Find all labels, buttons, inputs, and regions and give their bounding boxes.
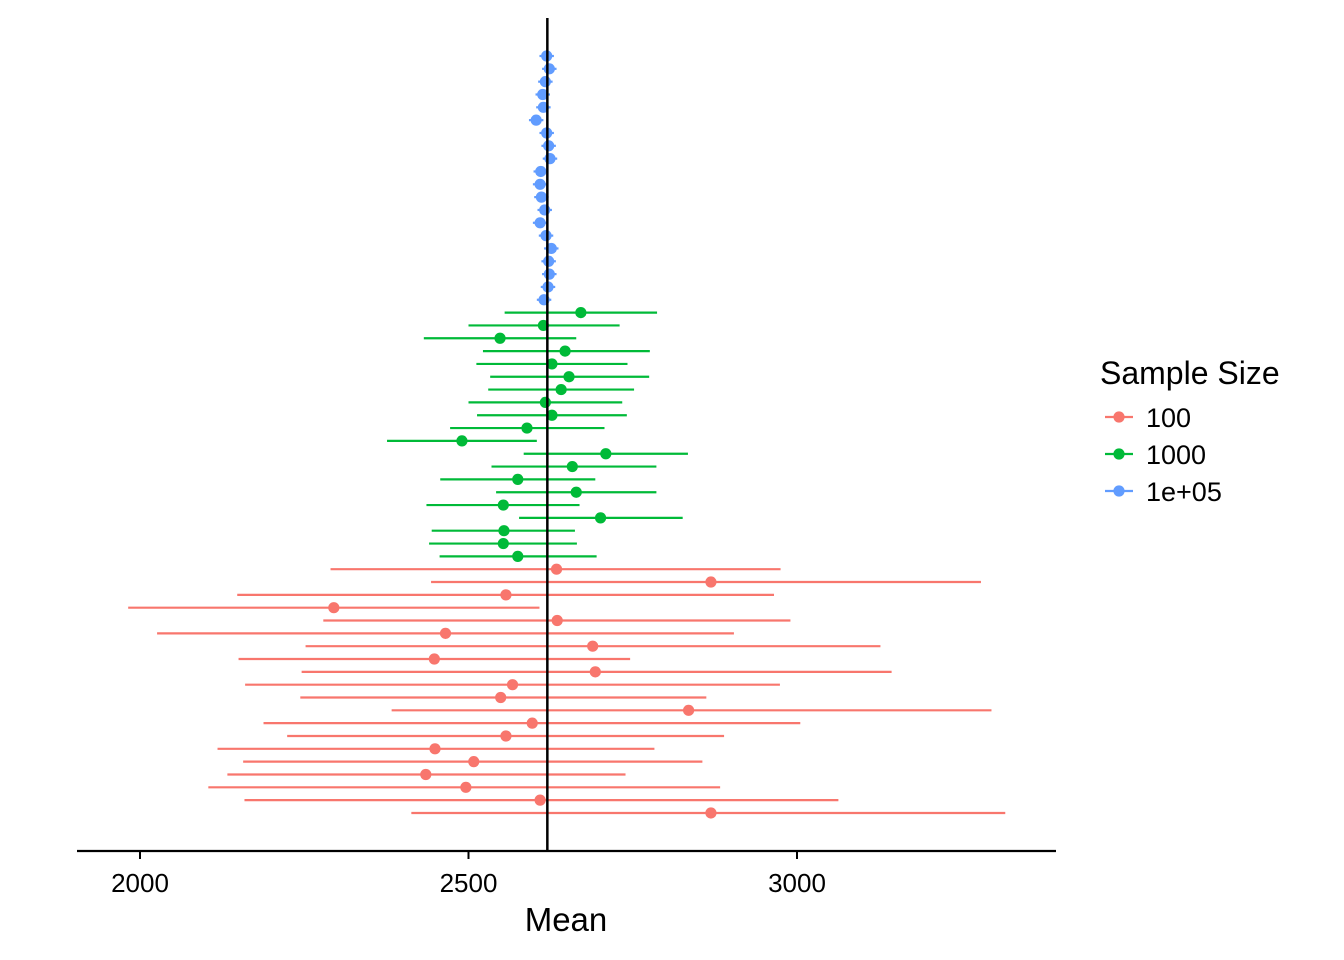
mean-point	[456, 435, 468, 447]
mean-point	[521, 422, 533, 434]
mean-point	[494, 332, 506, 344]
mean-point	[589, 666, 601, 678]
mean-point	[460, 781, 472, 793]
mean-point	[563, 371, 575, 383]
legend-label: 100	[1146, 403, 1191, 433]
x-tick-label: 2000	[111, 868, 169, 898]
mean-point	[544, 153, 556, 165]
mean-point	[594, 512, 607, 524]
legend-label: 1e+05	[1146, 477, 1222, 507]
legend-items: 100 1000 1e+05	[1105, 403, 1222, 507]
x-axis-ticks: 2000 2500 3000	[111, 851, 826, 898]
mean-point	[534, 794, 546, 806]
mean-point	[559, 345, 571, 357]
mean-point	[587, 640, 599, 652]
mean-point	[705, 576, 717, 588]
legend-title: Sample Size	[1100, 355, 1280, 391]
mean-point	[468, 756, 480, 768]
mean-point	[551, 614, 563, 627]
plot-marks	[128, 50, 1006, 819]
mean-point	[550, 563, 563, 575]
mean-point	[530, 114, 542, 126]
mean-point	[566, 460, 578, 473]
legend-item: 1e+05	[1105, 477, 1222, 507]
mean-point	[600, 448, 612, 460]
mean-point	[570, 486, 582, 498]
mean-point	[537, 88, 549, 101]
mean-point	[546, 358, 558, 370]
x-tick-label: 3000	[768, 868, 826, 898]
mean-point	[555, 383, 567, 396]
legend-point	[1113, 411, 1125, 423]
mean-point	[535, 191, 548, 203]
mean-point	[705, 807, 717, 819]
legend-item: 1000	[1105, 440, 1206, 470]
mean-point	[497, 537, 509, 550]
legend-label: 1000	[1146, 440, 1206, 470]
mean-point	[539, 396, 551, 409]
legend: Sample Size 100 1000 1e+05	[1100, 355, 1280, 507]
mean-point	[429, 743, 441, 755]
mean-point	[535, 165, 547, 178]
legend-point	[1113, 485, 1125, 497]
mean-point	[546, 409, 558, 421]
mean-point	[420, 768, 432, 781]
mean-point	[328, 602, 340, 614]
mean-point	[526, 717, 538, 729]
mean-point	[543, 140, 555, 152]
mean-point	[540, 230, 552, 242]
mean-point	[534, 178, 546, 190]
mean-point	[539, 76, 551, 88]
mean-point	[497, 499, 509, 511]
x-tick-label: 2500	[440, 868, 498, 898]
mean-point	[500, 589, 512, 601]
series-100	[128, 563, 1006, 819]
mean-point	[495, 691, 507, 704]
mean-point	[543, 268, 555, 280]
series-1000	[387, 307, 688, 562]
mean-point	[682, 704, 695, 716]
mean-point	[539, 204, 551, 216]
x-axis-title: Mean	[525, 901, 608, 938]
legend-point	[1113, 448, 1125, 460]
mean-point	[512, 550, 524, 562]
mean-point	[543, 255, 555, 267]
mean-point	[500, 730, 512, 742]
mean-point	[498, 525, 510, 537]
legend-item: 100	[1105, 403, 1191, 433]
series-1e-05	[528, 50, 559, 306]
mean-point	[543, 63, 555, 75]
mean-point	[575, 307, 587, 319]
mean-point	[506, 679, 519, 691]
mean-point	[512, 473, 524, 485]
mean-point	[439, 627, 452, 639]
mean-point	[534, 217, 546, 229]
mean-point	[428, 653, 440, 665]
